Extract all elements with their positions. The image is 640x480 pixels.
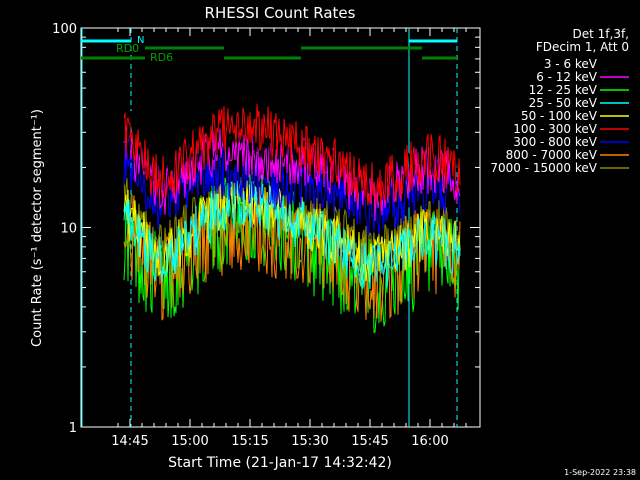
legend-header-line2: FDecim 1, Att 0 [536,40,629,54]
x-tick-label: 14:45 [111,434,148,449]
series-line [123,104,461,211]
y-axis-label: Count Rate (s⁻¹ detector segment⁻¹) [30,109,45,347]
legend-label: 12 - 25 keV [529,83,598,97]
legend-header-line1: Det 1f,3f, [573,27,630,41]
x-tick-label: 16:00 [411,434,448,449]
night-flag-label: N [137,35,144,46]
y-tick-label: 100 [52,22,77,37]
chart-title: RHESSI Count Rates [205,4,356,22]
timestamp-label: 1-Sep-2022 23:38 [564,468,636,477]
y-tick-label: 1 [69,421,77,436]
axis-ticks: 14:45 15:00 15:15 15:30 15:45 16:00 1 10 100 [52,22,480,449]
legend-label: 100 - 300 keV [513,122,597,136]
series-line [123,140,461,237]
legend-label: 3 - 6 keV [544,57,598,71]
legend-label: 6 - 12 keV [536,70,598,84]
x-tick-label: 15:45 [351,434,388,449]
x-tick-label: 15:15 [231,434,268,449]
y-tick-label: 10 [60,222,77,237]
x-axis-label: Start Time (21-Jan-17 14:32:42) [168,455,392,471]
x-tick-label: 15:30 [291,434,328,449]
legend-label: 25 - 50 keV [529,96,598,110]
series-line [123,177,461,283]
legend-label: 50 - 100 keV [521,109,598,123]
legend-label: 300 - 800 keV [513,135,597,149]
series-line [123,180,461,290]
rd0-flag-label: RD0 [116,42,139,55]
series-layer [123,103,461,334]
legend-label: 800 - 7000 keV [506,148,598,162]
legend-label: 7000 - 15000 keV [490,161,597,175]
rd6-flag-label: RD6 [150,51,173,64]
x-tick-label: 15:00 [171,434,208,449]
